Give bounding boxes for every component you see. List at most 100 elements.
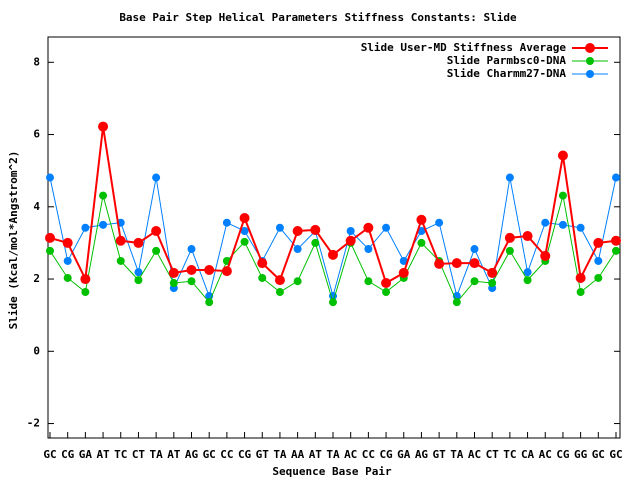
data-point (329, 298, 337, 307)
y-axis-label: Slide (Kcal/mol*Angstrom^2) (7, 151, 20, 330)
data-point (99, 191, 108, 200)
data-point (382, 288, 391, 297)
y-tick-label: 0 (33, 344, 40, 357)
data-point (81, 223, 90, 232)
data-point (274, 275, 285, 286)
data-point (417, 238, 426, 247)
x-tick-label: GT (433, 448, 447, 461)
x-tick-label: TC (503, 448, 516, 461)
data-point (310, 224, 321, 235)
data-point (594, 273, 603, 282)
x-tick-label: CG (61, 448, 75, 461)
x-tick-label: AA (291, 448, 305, 461)
x-tick-label: CG (556, 448, 570, 461)
data-point (470, 245, 479, 254)
data-point (523, 276, 532, 285)
data-point (240, 226, 249, 235)
x-tick-label: CG (379, 448, 393, 461)
data-point (611, 235, 621, 246)
data-point (275, 223, 284, 232)
data-point (364, 245, 373, 254)
data-point (222, 218, 231, 227)
data-point (417, 226, 426, 235)
data-point (133, 237, 144, 248)
data-point (612, 246, 620, 255)
data-point (293, 277, 302, 286)
x-tick-label: AC (344, 448, 357, 461)
x-axis-label: Sequence Base Pair (272, 465, 392, 478)
data-point (575, 272, 586, 283)
x-tick-label: GT (256, 448, 270, 461)
data-point (398, 267, 409, 278)
x-tick-label: GC (609, 448, 622, 461)
data-point (488, 279, 497, 288)
data-point (115, 235, 126, 246)
data-point (46, 173, 54, 182)
data-point (81, 288, 90, 297)
data-point (346, 226, 355, 235)
legend-label: Slide Parmbsc0-DNA (447, 54, 567, 67)
x-tick-label: AG (185, 448, 199, 461)
x-tick-label: GA (397, 448, 411, 461)
x-tick-label: GC (43, 448, 56, 461)
data-point (328, 249, 338, 260)
data-point (558, 191, 567, 200)
x-tick-label: CC (362, 448, 375, 461)
data-point (311, 238, 320, 247)
x-tick-label: GC (592, 448, 605, 461)
y-tick-label: -2 (27, 417, 40, 430)
x-tick-label: TA (450, 448, 464, 461)
data-point (594, 256, 603, 265)
y-tick-label: 8 (33, 55, 40, 68)
data-point (134, 268, 143, 277)
data-point (434, 258, 445, 269)
data-point (152, 246, 161, 255)
data-point (240, 237, 249, 246)
data-point (399, 256, 408, 265)
x-tick-label: AT (167, 448, 181, 461)
data-point (541, 218, 550, 227)
data-point (416, 214, 427, 225)
data-point (576, 223, 585, 232)
data-point (168, 267, 179, 278)
x-tick-label: GA (79, 448, 93, 461)
x-tick-label: AT (96, 448, 110, 461)
data-point (239, 212, 250, 223)
legend-marker (585, 43, 595, 53)
data-point (292, 225, 303, 236)
data-point (612, 173, 620, 182)
data-point (151, 225, 162, 236)
chart-title: Base Pair Step Helical Parameters Stiffn… (119, 11, 517, 24)
data-point (435, 218, 444, 227)
x-tick-label: CA (521, 448, 535, 461)
plot-frame (47, 36, 621, 439)
data-point (381, 278, 392, 289)
data-point (98, 121, 109, 132)
data-point (505, 173, 514, 182)
data-point (134, 276, 143, 285)
data-point (221, 266, 232, 277)
x-tick-label: CT (132, 448, 146, 461)
legend-marker (586, 70, 594, 78)
data-point (487, 267, 498, 278)
x-tick-label: TA (326, 448, 340, 461)
data-point (205, 298, 214, 307)
series-line (49, 195, 617, 304)
data-point (522, 231, 533, 242)
data-point (62, 237, 73, 248)
data-point (63, 256, 72, 265)
x-tick-label: GC (203, 448, 216, 461)
data-point (382, 223, 391, 232)
data-point (364, 277, 373, 286)
x-tick-label: CT (486, 448, 500, 461)
data-point (152, 173, 161, 182)
data-point (187, 245, 196, 254)
x-tick-label: CG (238, 448, 252, 461)
y-tick-label: 4 (33, 200, 40, 213)
data-point (204, 265, 215, 276)
data-point (452, 298, 461, 307)
data-point (186, 265, 197, 276)
data-point (469, 258, 480, 269)
x-tick-label: TC (114, 448, 127, 461)
